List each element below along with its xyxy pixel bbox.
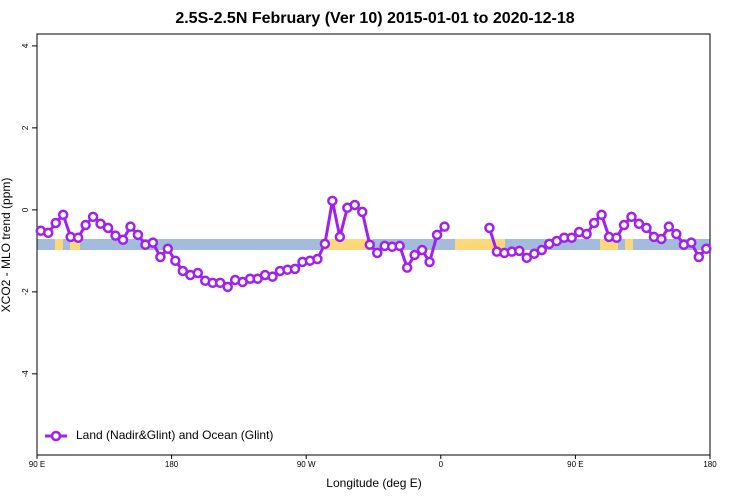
- data-point: [633, 218, 645, 230]
- data-point: [102, 222, 114, 234]
- x-tick-label: 0: [439, 460, 444, 469]
- y-axis-label: XCO2 - MLO trend (ppm): [0, 178, 13, 313]
- data-point: [424, 256, 435, 268]
- data-point: [155, 251, 166, 263]
- data-point: [671, 228, 682, 240]
- data-point: [521, 252, 533, 264]
- data-point: [110, 230, 121, 241]
- data-point: [319, 238, 331, 250]
- land-band: [55, 239, 63, 250]
- y-tick-label: 0: [21, 207, 30, 212]
- data-point: [327, 195, 338, 207]
- data-point: [214, 277, 226, 289]
- data-point: [177, 265, 189, 277]
- data-point: [394, 240, 405, 252]
- data-point: [439, 221, 450, 232]
- legend-label: Land (Nadir&Glint) and Ocean (Glint): [76, 428, 273, 442]
- x-tick-label: 90 W: [297, 460, 316, 469]
- data-point: [334, 231, 346, 243]
- x-tick-label: 90 E: [567, 460, 583, 469]
- data-point: [117, 234, 129, 246]
- data-point: [514, 245, 525, 257]
- data-point: [596, 209, 607, 221]
- data-point: [656, 233, 667, 245]
- data-point: [536, 244, 547, 256]
- data-point: [312, 253, 323, 265]
- data-point: [416, 244, 428, 256]
- data-point: [484, 222, 495, 234]
- data-point: [42, 227, 54, 239]
- data-point: [95, 218, 106, 230]
- data-point: [364, 239, 376, 250]
- data-point: [663, 221, 675, 232]
- x-tick-label: 90 E: [29, 460, 45, 469]
- data-point: [147, 237, 159, 248]
- data-point: [566, 232, 577, 243]
- land-band: [600, 239, 618, 250]
- data-point: [57, 209, 69, 221]
- data-point: [693, 251, 705, 263]
- data-point: [267, 271, 278, 282]
- plot-frame: [36, 33, 711, 456]
- data-point: [701, 243, 712, 255]
- data-point: [222, 281, 233, 293]
- data-point: [371, 247, 383, 259]
- data-point: [50, 217, 61, 229]
- data-point: [132, 229, 144, 241]
- y-tick-label: 2: [21, 125, 30, 130]
- data-point: [192, 267, 204, 279]
- data-point: [72, 232, 84, 243]
- land-band: [323, 239, 373, 250]
- data-point: [611, 232, 622, 243]
- x-tick-label: 180: [703, 460, 717, 469]
- data-point: [125, 221, 136, 232]
- data-point: [401, 262, 413, 273]
- y-tick-label: -4: [21, 370, 30, 378]
- chart-title: 2.5S-2.5N February (Ver 10) 2015-01-01 t…: [175, 10, 574, 27]
- data-point: [581, 228, 592, 240]
- data-point: [80, 219, 91, 231]
- data-point: [641, 222, 652, 234]
- data-point: [162, 243, 174, 255]
- legend-swatch-point: [50, 430, 62, 442]
- data-point: [686, 237, 697, 248]
- y-tick-label: -2: [21, 288, 30, 296]
- land-band: [455, 239, 505, 250]
- data-point: [170, 255, 181, 266]
- x-tick-label: 180: [165, 460, 179, 469]
- data-point: [409, 249, 420, 261]
- data-point: [349, 199, 361, 211]
- x-axis-label: Longitude (deg E): [326, 476, 421, 490]
- data-point: [289, 263, 301, 275]
- data-point: [87, 211, 99, 223]
- data-point: [626, 211, 637, 223]
- data-point: [357, 206, 368, 218]
- y-tick-label: 4: [21, 43, 30, 48]
- land-band: [625, 239, 633, 250]
- data-point: [431, 229, 443, 241]
- land-band: [70, 239, 80, 250]
- data-point: [618, 219, 630, 231]
- data-point: [588, 217, 600, 229]
